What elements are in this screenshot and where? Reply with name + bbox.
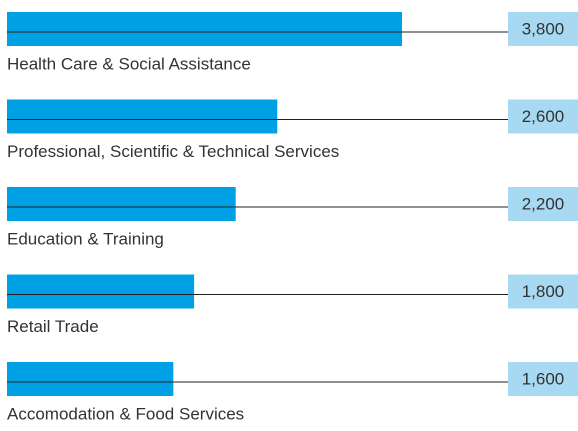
value-label: 1,600	[522, 369, 565, 388]
bar	[7, 187, 236, 221]
category-label: Health Care & Social Assistance	[7, 54, 251, 73]
value-label-box	[508, 187, 578, 221]
value-label: 2,600	[522, 107, 565, 126]
category-label: Accomodation & Food Services	[7, 404, 244, 423]
value-label-box	[508, 362, 578, 396]
value-label-box	[508, 274, 578, 309]
value-label: 2,200	[522, 194, 565, 213]
value-label-box	[508, 12, 578, 46]
category-label: Professional, Scientific & Technical Ser…	[7, 142, 339, 161]
bar	[7, 274, 195, 309]
category-label: Education & Training	[7, 229, 164, 248]
value-label: 3,800	[522, 19, 565, 38]
bar	[7, 99, 278, 134]
bar	[7, 12, 402, 46]
bar	[7, 362, 174, 396]
value-label-box	[508, 99, 578, 134]
value-label: 1,800	[522, 282, 565, 301]
category-label: Retail Trade	[7, 317, 99, 336]
